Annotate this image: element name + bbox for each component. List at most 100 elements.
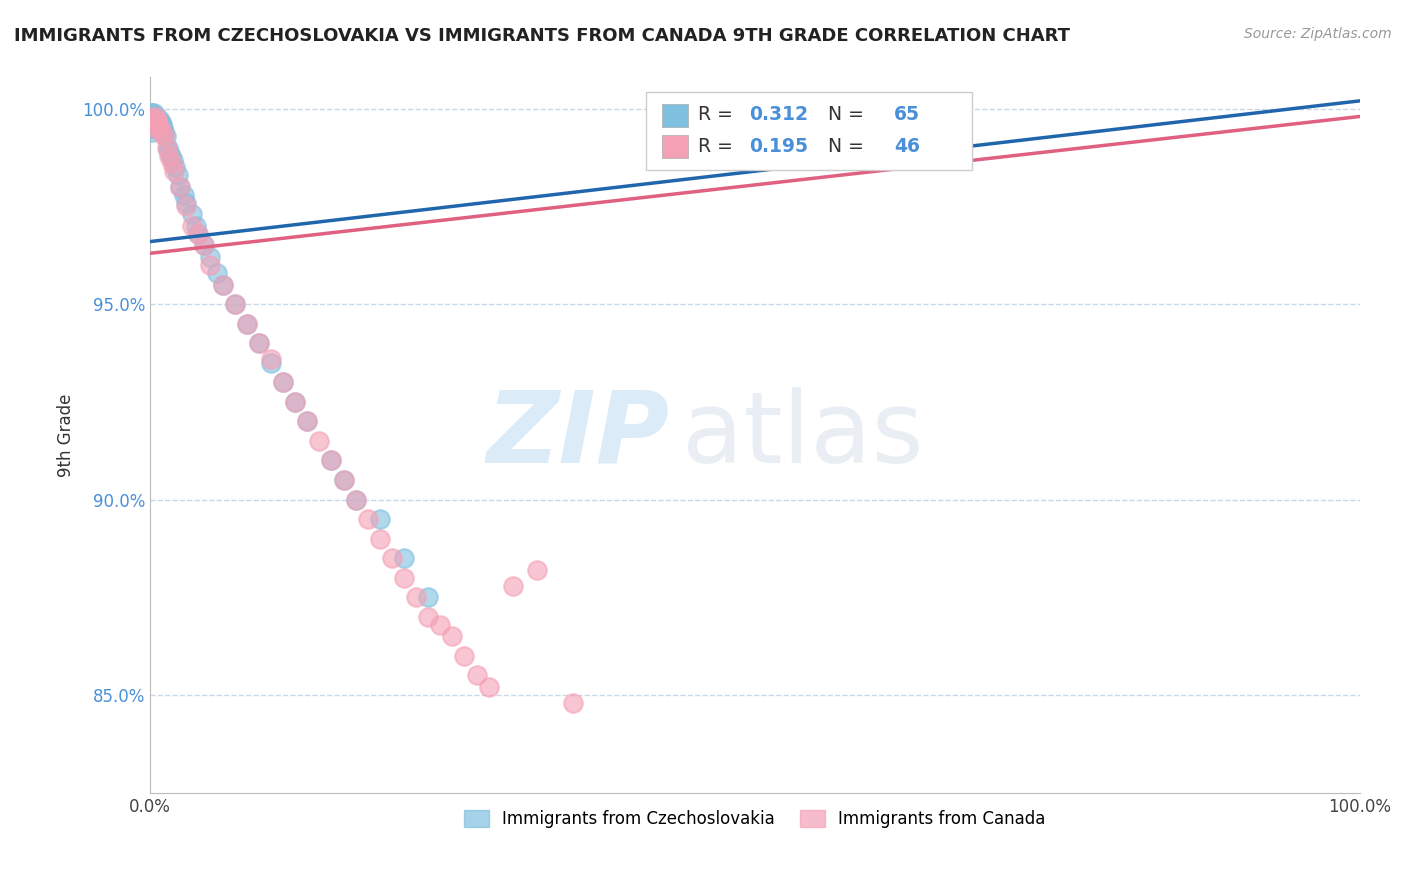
Point: [156, 141, 179, 155]
Point: [155, 129, 177, 144]
Point: [357, 512, 380, 526]
Point: [235, 317, 257, 331]
Point: [271, 376, 294, 390]
Point: [368, 512, 391, 526]
Point: [187, 227, 209, 241]
Point: [142, 121, 165, 136]
Point: [247, 336, 270, 351]
Point: [141, 110, 163, 124]
Point: [184, 219, 207, 233]
Text: atlas: atlas: [682, 386, 924, 483]
Point: [141, 117, 163, 131]
Point: [344, 492, 367, 507]
Point: [205, 266, 228, 280]
Bar: [662, 103, 688, 127]
Point: [142, 117, 165, 131]
Point: [418, 591, 440, 605]
Point: [143, 113, 166, 128]
Point: [149, 117, 172, 131]
Point: [224, 297, 246, 311]
Point: [284, 394, 307, 409]
Point: [297, 414, 319, 428]
Point: [465, 668, 488, 682]
Point: [157, 148, 180, 162]
Point: [150, 125, 173, 139]
Text: 0.312: 0.312: [749, 105, 807, 124]
Point: [143, 110, 166, 124]
Point: [405, 591, 427, 605]
Point: [392, 571, 415, 585]
Point: [148, 113, 170, 128]
Point: [141, 113, 163, 128]
Point: [166, 168, 188, 182]
Point: [321, 453, 343, 467]
Text: 46: 46: [894, 137, 920, 156]
Point: [169, 179, 191, 194]
Point: [478, 680, 501, 694]
Point: [141, 121, 163, 136]
Point: [143, 121, 166, 136]
Point: [145, 117, 167, 131]
Point: [145, 110, 167, 124]
Text: R =: R =: [697, 137, 738, 156]
Point: [260, 351, 283, 366]
Point: [502, 578, 524, 592]
Point: [344, 492, 367, 507]
Point: [235, 317, 257, 331]
Point: [149, 121, 172, 136]
Point: [193, 238, 215, 252]
Point: [141, 125, 163, 139]
Point: [441, 629, 464, 643]
Point: [418, 609, 440, 624]
Point: [141, 121, 163, 136]
Point: [142, 110, 165, 124]
Point: [163, 164, 186, 178]
Point: [148, 117, 170, 131]
Point: [308, 434, 330, 448]
Point: [211, 277, 233, 292]
Point: [141, 110, 163, 124]
Point: [141, 113, 163, 128]
Point: [142, 113, 165, 128]
Point: [224, 297, 246, 311]
Point: [145, 110, 167, 124]
Point: [181, 219, 204, 233]
Point: [321, 453, 343, 467]
Point: [181, 207, 204, 221]
Point: [153, 129, 176, 144]
Point: [159, 148, 181, 162]
Point: [142, 117, 165, 131]
Point: [141, 105, 163, 120]
Point: [146, 110, 169, 124]
Point: [157, 141, 180, 155]
Point: [562, 696, 585, 710]
Point: [392, 551, 415, 566]
Point: [174, 195, 197, 210]
Point: [146, 113, 169, 128]
Point: [157, 145, 180, 159]
Point: [271, 376, 294, 390]
Point: [297, 414, 319, 428]
Point: [165, 161, 187, 175]
Point: [429, 617, 451, 632]
Point: [152, 121, 174, 136]
Text: 65: 65: [894, 105, 920, 124]
Bar: [662, 136, 688, 158]
Point: [211, 277, 233, 292]
Point: [162, 153, 184, 167]
Point: [200, 250, 222, 264]
Point: [141, 117, 163, 131]
Point: [193, 238, 215, 252]
Text: Source: ZipAtlas.com: Source: ZipAtlas.com: [1244, 27, 1392, 41]
Point: [143, 117, 166, 131]
Text: IMMIGRANTS FROM CZECHOSLOVAKIA VS IMMIGRANTS FROM CANADA 9TH GRADE CORRELATION C: IMMIGRANTS FROM CZECHOSLOVAKIA VS IMMIGR…: [14, 27, 1070, 45]
Point: [145, 113, 167, 128]
Point: [146, 113, 169, 128]
Point: [174, 199, 197, 213]
Point: [381, 551, 404, 566]
Point: [284, 394, 307, 409]
Point: [149, 113, 172, 128]
Text: R =: R =: [697, 105, 738, 124]
Text: ZIP: ZIP: [486, 386, 671, 483]
Point: [141, 113, 163, 128]
